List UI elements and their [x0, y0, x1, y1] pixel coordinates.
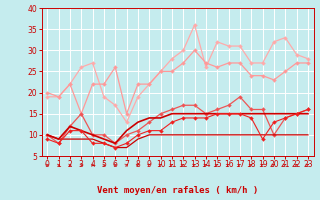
Text: Vent moyen/en rafales ( km/h ): Vent moyen/en rafales ( km/h ) [97, 186, 258, 195]
